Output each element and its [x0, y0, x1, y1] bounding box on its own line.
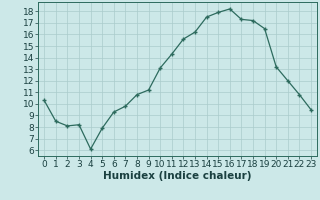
X-axis label: Humidex (Indice chaleur): Humidex (Indice chaleur) — [103, 171, 252, 181]
